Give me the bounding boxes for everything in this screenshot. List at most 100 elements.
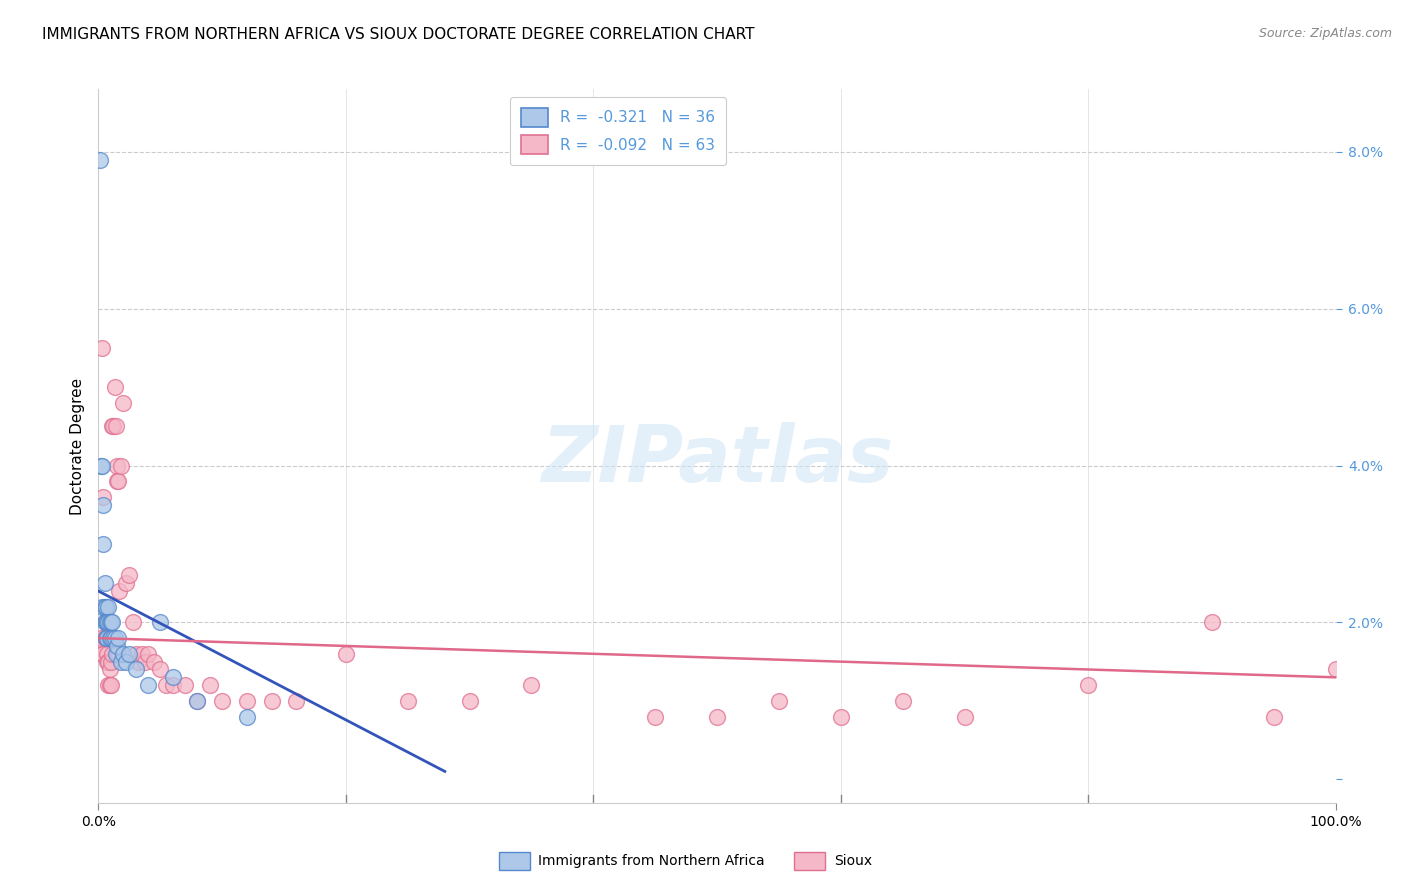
Point <box>114 655 136 669</box>
Text: Source: ZipAtlas.com: Source: ZipAtlas.com <box>1258 27 1392 40</box>
Point <box>94 631 117 645</box>
Point <box>1077 678 1099 692</box>
Point <box>1324 663 1347 677</box>
Point <box>162 678 184 692</box>
Point <box>101 647 124 661</box>
Point <box>644 709 666 723</box>
Point <box>111 647 134 661</box>
Point <box>93 599 115 614</box>
Point <box>830 709 852 723</box>
Point <box>103 631 125 645</box>
Point <box>105 458 128 473</box>
Point <box>107 647 129 661</box>
Point <box>122 615 145 630</box>
Point <box>149 663 172 677</box>
Point <box>155 678 177 692</box>
Point <box>1201 615 1223 630</box>
Point <box>1263 709 1285 723</box>
Point <box>236 694 259 708</box>
Point <box>91 458 114 473</box>
Point <box>198 678 221 692</box>
Point <box>112 396 135 410</box>
Text: IMMIGRANTS FROM NORTHERN AFRICA VS SIOUX DOCTORATE DEGREE CORRELATION CHART: IMMIGRANTS FROM NORTHERN AFRICA VS SIOUX… <box>42 27 755 42</box>
Point <box>100 631 122 645</box>
Point <box>100 678 122 692</box>
Point <box>96 655 118 669</box>
Point <box>103 380 125 394</box>
Point <box>143 655 166 669</box>
Point <box>100 655 122 669</box>
Point <box>90 458 112 473</box>
Point <box>103 419 125 434</box>
Point <box>260 694 283 708</box>
Point <box>136 647 159 661</box>
Point <box>107 475 129 489</box>
Point <box>110 458 132 473</box>
Point <box>94 599 117 614</box>
Point <box>134 655 156 669</box>
Point <box>335 647 357 661</box>
Point <box>162 670 184 684</box>
Point <box>105 639 128 653</box>
Point <box>110 655 132 669</box>
Point <box>891 694 914 708</box>
Point <box>98 663 121 677</box>
Point <box>97 678 120 692</box>
Point <box>236 709 259 723</box>
Point <box>107 631 129 645</box>
Point <box>108 584 131 599</box>
Point <box>458 694 481 708</box>
Point <box>285 694 308 708</box>
Point <box>91 599 114 614</box>
Point <box>131 647 153 661</box>
Point <box>93 615 115 630</box>
Point <box>118 568 141 582</box>
Text: Immigrants from Northern Africa: Immigrants from Northern Africa <box>538 854 765 868</box>
Point <box>93 537 115 551</box>
Point <box>768 694 790 708</box>
Point <box>93 599 115 614</box>
Point <box>101 615 124 630</box>
Point <box>93 631 115 645</box>
Point <box>100 615 122 630</box>
Text: ZIPatlas: ZIPatlas <box>541 422 893 499</box>
Point <box>104 647 127 661</box>
Point <box>96 647 118 661</box>
Point <box>136 678 159 692</box>
Point <box>96 615 118 630</box>
Point <box>94 615 117 630</box>
Legend: R =  -0.321   N = 36, R =  -0.092   N = 63: R = -0.321 N = 36, R = -0.092 N = 63 <box>510 97 725 165</box>
Point <box>953 709 976 723</box>
Point <box>89 153 111 167</box>
Point <box>127 655 149 669</box>
Point <box>112 647 135 661</box>
Point <box>105 475 128 489</box>
Point <box>93 490 115 504</box>
Point <box>97 599 120 614</box>
Y-axis label: Doctorate Degree: Doctorate Degree <box>69 377 84 515</box>
Point <box>211 694 233 708</box>
Point <box>96 631 118 645</box>
Point <box>98 631 121 645</box>
Point <box>520 678 543 692</box>
Point <box>114 576 136 591</box>
Point <box>97 655 120 669</box>
Point <box>103 631 125 645</box>
Point <box>93 647 115 661</box>
Point <box>94 631 117 645</box>
Point <box>124 663 146 677</box>
Point <box>93 498 115 512</box>
Point <box>98 615 121 630</box>
Point <box>124 647 146 661</box>
Point <box>706 709 728 723</box>
Point <box>104 419 127 434</box>
Point <box>91 647 114 661</box>
Point <box>94 615 117 630</box>
Point <box>97 615 120 630</box>
Point <box>101 419 124 434</box>
Point <box>93 576 115 591</box>
Point <box>98 678 121 692</box>
Point <box>90 631 112 645</box>
Point <box>186 694 208 708</box>
Point <box>91 341 114 355</box>
